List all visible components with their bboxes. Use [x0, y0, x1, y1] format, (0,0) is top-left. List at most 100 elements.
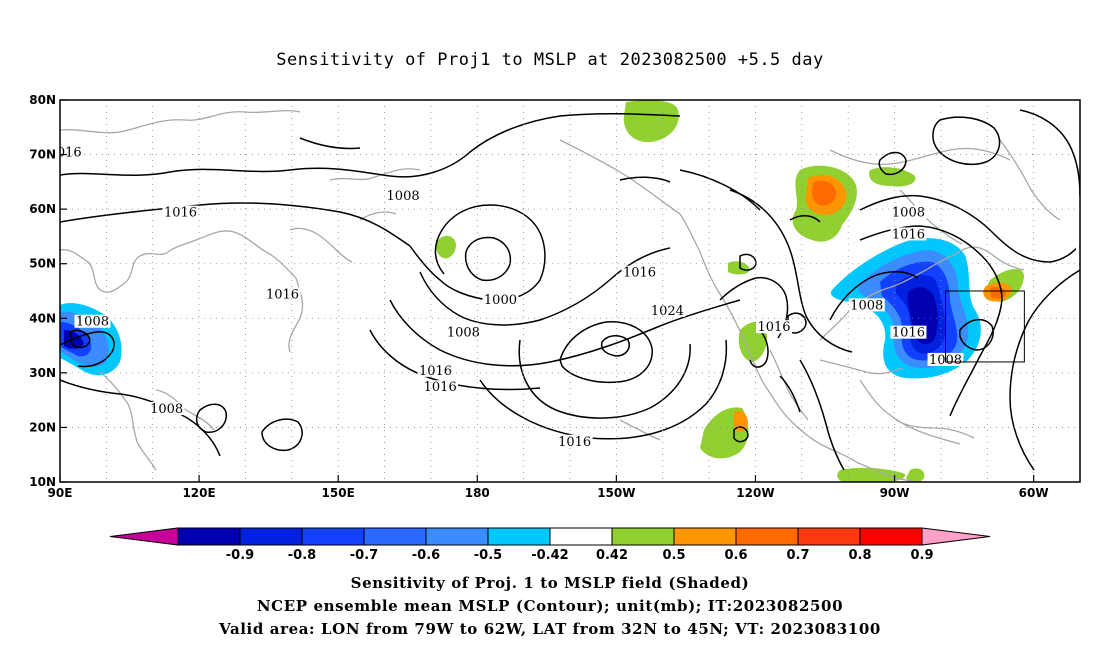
contour-label: 1016: [623, 266, 656, 281]
colorbar: -0.9 -0.8 -0.7 -0.6 -0.5 -0.42 0.42 0.5 0.6 0.7 0.…: [109, 527, 991, 563]
lat-tick-label: 30N: [29, 366, 56, 380]
contour-label: 1024: [651, 304, 684, 319]
lat-tick-label: 60N: [29, 202, 56, 216]
shade-green-caribbean2: [906, 468, 925, 482]
shade-green-north: [623, 100, 679, 143]
contour-label: 1016: [424, 380, 457, 395]
shade-green-greenland: [869, 167, 916, 187]
lat-tick-label: 10N: [29, 475, 56, 489]
contour-label-bg: [148, 402, 185, 416]
lon-tick-label: 120W: [736, 486, 774, 500]
contour-label: 1008: [892, 206, 925, 221]
sensitivity-shading: [60, 100, 1024, 482]
colorbar-extend-high: [921, 527, 991, 546]
contour-label-bg: [621, 265, 658, 279]
contour-label-bg: [649, 303, 686, 317]
lat-tick-label: 20N: [29, 420, 56, 434]
colorbar-swatch: [301, 527, 365, 546]
contour-label: 1008: [76, 315, 109, 330]
colorbar-swatch: [239, 527, 303, 546]
contour-label: 1008: [387, 189, 420, 204]
contour-label: 1008: [850, 298, 883, 313]
contour-label: 1016: [266, 287, 299, 302]
colorbar-label: 0.8: [848, 548, 871, 563]
caption-valid-area: Valid area: LON from 79W to 62W, LAT fro…: [219, 620, 881, 638]
plot-title: Sensitivity of Proj1 to MSLP at 20230825…: [276, 50, 824, 70]
contour-label: 1000: [484, 293, 517, 308]
contour-label-bg: [1075, 243, 1080, 257]
lat-tick-label: 50N: [29, 257, 56, 271]
contour-label: 1008: [447, 326, 480, 341]
contour-label: 016: [57, 146, 82, 161]
colorbar-label: 0.5: [662, 548, 685, 563]
contour-label-bg: [848, 298, 885, 312]
shade-green-caribbean: [837, 467, 906, 482]
contour-label-bg: [890, 227, 927, 241]
contour-label: 1016: [892, 227, 925, 242]
contour-label: 1008: [150, 402, 183, 417]
contour-label-bg: [162, 205, 199, 219]
contour-label-bg: [60, 145, 84, 159]
coastlines: [60, 109, 1061, 482]
colorbar-label: -0.5: [474, 548, 502, 563]
colorbar-swatch: [487, 527, 551, 546]
lat-tick-labels: 80N 70N 60N 50N 40N 30N 20N 10N: [29, 93, 67, 489]
contour-label-bg: [74, 314, 111, 328]
contour-label-bg: [556, 434, 593, 448]
colorbar-label: 0.9: [910, 548, 933, 563]
contour-label: 1016: [164, 206, 197, 221]
contour-label-bg: [417, 363, 454, 377]
colorbar-label: 0.6: [724, 548, 747, 563]
lon-tick-label: 180: [465, 486, 490, 500]
colorbar-label: 0.42: [596, 548, 628, 563]
contour-label-bg: [890, 205, 927, 219]
contour-label-bg: [445, 325, 482, 339]
colorbar-swatch: [611, 527, 675, 546]
colorbar-swatch: [363, 527, 427, 546]
colorbar-swatch: [177, 527, 241, 546]
colorbar-swatch: [673, 527, 737, 546]
shade-green-small: [728, 261, 750, 275]
lon-tick-labels: 90E 120E 150E 180 150W 120W 90W 60W: [48, 475, 1049, 500]
lon-tick-label: 60W: [1019, 486, 1049, 500]
contour-label: 1016: [757, 320, 790, 335]
lon-tick-label: 150W: [597, 486, 635, 500]
lon-tick-label: 150E: [322, 486, 355, 500]
contour-label-bg: [482, 292, 519, 306]
map-frame: [59, 99, 1081, 483]
caption-contour: NCEP ensemble mean MSLP (Contour); unit(…: [256, 597, 844, 615]
colorbar-swatch: [549, 527, 613, 546]
contour-label-bg: [422, 380, 459, 394]
lon-tick-label: 90W: [880, 486, 910, 500]
shade-green-pacific: [436, 235, 456, 259]
lon-tick-label: 90E: [48, 486, 73, 500]
valid-area-box: [945, 290, 1025, 363]
shade-orange2-hudson: [812, 180, 836, 206]
lat-tick-label: 70N: [29, 148, 56, 162]
lon-tick-label: 120E: [182, 486, 215, 500]
colorbar-swatch: [735, 527, 799, 546]
contour-label: 1016: [419, 364, 452, 379]
contour-label-bg: [264, 287, 301, 301]
lat-lon-grid: [60, 100, 1080, 482]
colorbar-label: -0.42: [531, 548, 568, 563]
colorbar-swatch: [859, 527, 923, 546]
shade-orange-mexico: [734, 410, 748, 432]
colorbar-label: -0.9: [226, 548, 254, 563]
contour-label: 1016: [1077, 244, 1100, 259]
colorbar-swatch: [425, 527, 489, 546]
contour-label-bg: [756, 320, 792, 334]
contour-label: 1016: [892, 326, 925, 341]
colorbar-label: -0.6: [412, 548, 440, 563]
lat-tick-label: 80N: [29, 93, 56, 107]
colorbar-extend-low: [109, 527, 179, 546]
contour-label: 1016: [558, 435, 591, 450]
colorbar-swatch: [797, 527, 861, 546]
colorbar-label: -0.7: [350, 548, 378, 563]
contour-label-bg: [385, 189, 422, 203]
contour-labels: 0161008101610161008100810001008101610161…: [57, 145, 1100, 450]
lat-tick-label: 40N: [29, 311, 56, 325]
colorbar-label: -0.8: [288, 548, 316, 563]
caption-shading: Sensitivity of Proj. 1 to MSLP field (Sh…: [350, 574, 750, 592]
